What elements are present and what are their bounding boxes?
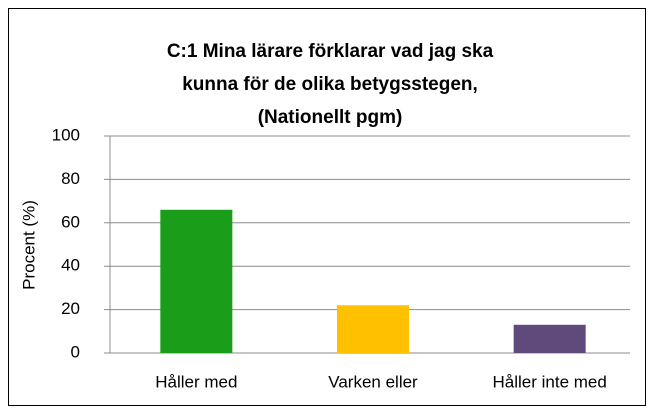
- y-axis-label: Procent (%): [19, 200, 38, 290]
- y-tick-label: 60: [61, 212, 80, 231]
- y-tick-label: 40: [61, 256, 80, 275]
- bar: [160, 209, 233, 353]
- chart-title: kunna för de olika betygsstegen,: [182, 74, 478, 95]
- bar: [337, 305, 409, 353]
- x-tick-label: Varken eller: [328, 372, 418, 391]
- x-tick-label: Håller inte med: [493, 372, 607, 391]
- y-tick-label: 100: [52, 125, 80, 144]
- y-tick-label: 80: [61, 169, 80, 188]
- chart-title: C:1 Mina lärare förklarar vad jag ska: [167, 41, 494, 62]
- bar: [513, 324, 586, 353]
- x-tick-label: Håller med: [155, 372, 237, 391]
- chart-title: (Nationellt pgm): [258, 107, 403, 128]
- y-tick-label: 20: [61, 299, 80, 318]
- y-tick-label: 0: [71, 342, 80, 361]
